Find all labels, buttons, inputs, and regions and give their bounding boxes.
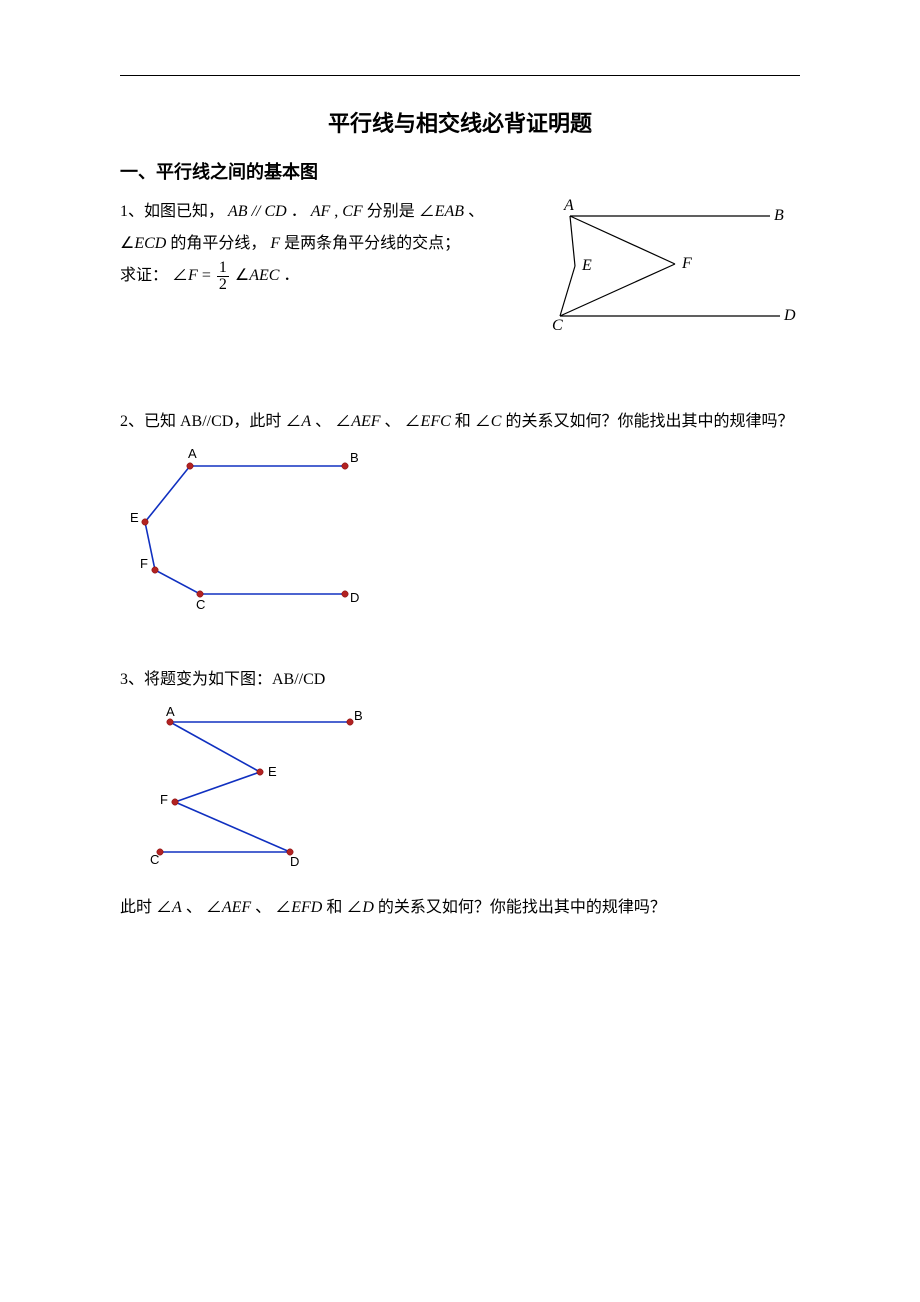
fig2-B: B: [350, 450, 359, 465]
p1-res-r: AEC: [249, 267, 279, 284]
p2-a3p: ∠: [405, 413, 421, 430]
p2-s2: 、: [385, 413, 405, 430]
p1-period1: ．: [291, 203, 307, 220]
figure-1: A B C D E F: [540, 196, 800, 336]
problem-3-question: 此时 ∠A 、 ∠AEF 、 ∠EFD 和 ∠D 的关系又如何？你能找出其中的规…: [120, 892, 800, 924]
fraction-half: 1 2: [217, 260, 229, 293]
problem-1-text: 1、如图已知， AB // CD ． AF , CF 分别是 ∠EAB 、 ∠E…: [120, 196, 520, 293]
fig3-C: C: [150, 852, 159, 867]
fig3-B: B: [354, 708, 363, 723]
p1-c2tail: 分别是: [367, 203, 415, 220]
frac-num: 1: [217, 260, 229, 276]
fig1-F: F: [681, 255, 692, 272]
p3-a1: A: [172, 899, 182, 916]
problem-3-lead: 3、将题变为如下图：AB//CD: [120, 664, 800, 696]
p1-res-angp: ∠: [172, 267, 188, 284]
fig1-B: B: [774, 207, 784, 224]
fig1-E: E: [581, 257, 592, 274]
p1-ab: AB: [228, 203, 248, 220]
page: 平行线与相交线必背证明题 一、平行线之间的基本图 1、如图已知， AB // C…: [0, 0, 920, 924]
p2-s1: 、: [315, 413, 335, 430]
p2-a4: C: [491, 413, 502, 430]
p1-lead: 1、如图已知，: [120, 203, 224, 220]
problem-1: 1、如图已知， AB // CD ． AF , CF 分别是 ∠EAB 、 ∠E…: [120, 196, 800, 336]
p1-F: F: [270, 235, 280, 252]
p1-end: ．: [283, 267, 299, 284]
doc-title: 平行线与相交线必背证明题: [120, 106, 800, 138]
p2-a4p: ∠: [475, 413, 491, 430]
section-heading: 一、平行线之间的基本图: [120, 158, 800, 184]
p1-sep1: 、: [468, 203, 484, 220]
problem-3: 3、将题变为如下图：AB//CD A B E F D C: [120, 664, 800, 924]
p2-tail: 的关系又如何？你能找出其中的规律吗？: [505, 413, 793, 430]
p3-tail: 的关系又如何？你能找出其中的规律吗？: [378, 899, 666, 916]
fig3-F: F: [160, 792, 168, 807]
p1-prove-lead: 求证：: [120, 267, 168, 284]
fig2-D: D: [350, 590, 359, 605]
p3-a1p: ∠: [156, 899, 172, 916]
p2-a2p: ∠: [335, 413, 351, 430]
problem-2: 2、已知 AB//CD，此时 ∠A 、 ∠AEF 、 ∠EFC 和 ∠C 的关系…: [120, 406, 800, 614]
problem-2-text: 2、已知 AB//CD，此时 ∠A 、 ∠AEF 、 ∠EFC 和 ∠C 的关系…: [120, 406, 800, 438]
fig1-C: C: [552, 317, 563, 334]
p1-ang2p: ∠: [120, 235, 134, 252]
p1-cf: CF: [342, 203, 362, 220]
p2-a3: EFC: [421, 413, 451, 430]
fig2-E: E: [130, 510, 139, 525]
p1-eq: =: [202, 267, 215, 284]
fig2-F: F: [140, 556, 148, 571]
p1-cd: CD: [264, 203, 286, 220]
p3-s3: 和: [326, 899, 346, 916]
p2-a1p: ∠: [285, 413, 301, 430]
p2-lead: 2、已知 AB//CD，此时: [120, 413, 285, 430]
p3-a4: D: [362, 899, 374, 916]
frac-den: 2: [217, 276, 229, 293]
p1-l2tail: 的角平分线，: [170, 235, 266, 252]
p3-qlead: 此时: [120, 899, 156, 916]
p3-a3: EFD: [291, 899, 322, 916]
fig1-D: D: [783, 307, 796, 324]
p1-res-l: F: [188, 267, 198, 284]
p2-s3: 和: [455, 413, 475, 430]
p3-s1: 、: [186, 899, 206, 916]
p2-a1: A: [301, 413, 311, 430]
p3-a2p: ∠: [206, 899, 222, 916]
p3-a4p: ∠: [346, 899, 362, 916]
p1-comma1: ,: [334, 203, 338, 220]
figure-3: A B E F D C: [140, 702, 800, 872]
p1-af: AF: [311, 203, 331, 220]
p1-par: //: [252, 203, 265, 220]
p1-res-ang2p: ∠: [235, 267, 249, 284]
p1-ang1p: ∠: [419, 203, 435, 220]
fig2-C: C: [196, 597, 205, 612]
p2-a2: AEF: [351, 413, 380, 430]
top-rule: [120, 75, 800, 76]
fig3-D: D: [290, 854, 299, 869]
fig1-A: A: [563, 197, 574, 214]
p1-ang1: EAB: [435, 203, 464, 220]
p3-a2: AEF: [222, 899, 251, 916]
p1-c3tail: 是两条角平分线的交点；: [284, 235, 460, 252]
p1-ang2: ECD: [134, 235, 166, 252]
fig3-E: E: [268, 764, 277, 779]
p3-a3p: ∠: [275, 899, 291, 916]
p3-s2: 、: [255, 899, 275, 916]
fig3-A: A: [166, 704, 175, 719]
fig2-A: A: [188, 446, 197, 461]
figure-2: A B E F C D: [120, 444, 800, 614]
problem-1-row: 1、如图已知， AB // CD ． AF , CF 分别是 ∠EAB 、 ∠E…: [120, 196, 800, 336]
